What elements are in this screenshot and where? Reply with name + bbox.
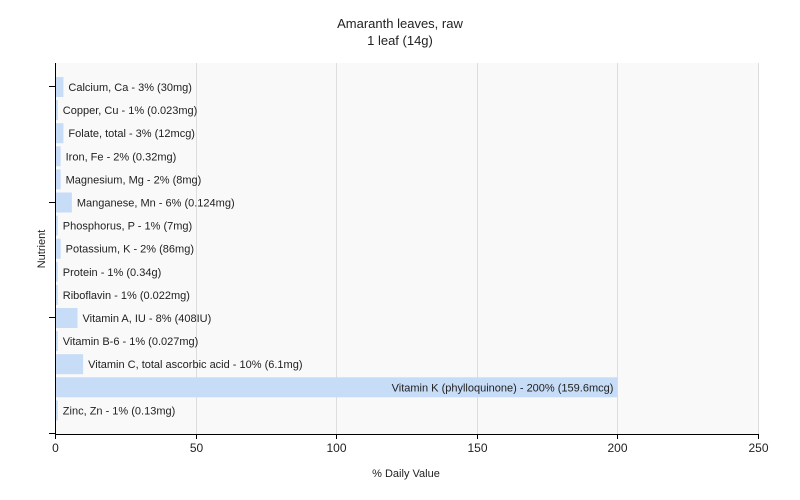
bar <box>56 77 64 97</box>
bar <box>56 238 61 259</box>
axes: 0 50 100 150 200 250 <box>49 63 769 455</box>
x-axis-label: % Daily Value <box>372 468 440 480</box>
x-tick-label: 100 <box>326 441 346 455</box>
plot-area <box>55 63 758 434</box>
bar-label: Calcium, Ca - 3% (30mg) <box>68 82 191 94</box>
bar <box>56 215 58 236</box>
bar <box>56 100 58 121</box>
bar <box>56 192 72 213</box>
bar-label: Vitamin C, total ascorbic acid - 10% (6.… <box>88 359 302 371</box>
bars: Calcium, Ca - 3% (30mg) Copper, Cu - 1% (… <box>56 77 618 421</box>
bar <box>56 308 78 328</box>
bar <box>56 261 58 282</box>
bar-label: Zinc, Zn - 1% (0.13mg) <box>63 405 175 417</box>
bar <box>56 123 64 144</box>
chart-subtitle: 1 leaf (14g) <box>367 33 433 48</box>
bar-label: Vitamin A, IU - 8% (408IU) <box>82 313 211 325</box>
x-tick-label: 50 <box>190 441 204 455</box>
bar-label: Manganese, Mn - 6% (0.124mg) <box>77 198 235 210</box>
bar-label: Folate, total - 3% (12mcg) <box>68 128 195 140</box>
x-tick-label: 200 <box>607 441 627 455</box>
bar-label: Potassium, K - 2% (86mg) <box>66 244 194 256</box>
bar-label: Riboflavin - 1% (0.022mg) <box>63 290 190 302</box>
x-tick-label: 150 <box>467 441 487 455</box>
bar-label: Copper, Cu - 1% (0.023mg) <box>63 105 198 117</box>
chart-title: Amaranth leaves, raw <box>337 16 463 31</box>
x-tick-label: 0 <box>52 441 59 455</box>
bar-label: Magnesium, Mg - 2% (8mg) <box>66 174 202 186</box>
bar-label: Protein - 1% (0.34g) <box>63 267 161 279</box>
bar <box>56 146 61 167</box>
bar <box>56 284 58 305</box>
bar <box>56 331 58 352</box>
bar-label: Iron, Fe - 2% (0.32mg) <box>66 151 177 163</box>
bar <box>56 400 58 421</box>
bar-label: Phosphorus, P - 1% (7mg) <box>63 221 192 233</box>
y-axis-label: Nutrient <box>36 230 48 269</box>
bar <box>56 377 618 398</box>
bar-label: Vitamin B-6 - 1% (0.027mg) <box>63 336 199 348</box>
bar <box>56 169 61 190</box>
x-tick-label: 250 <box>748 441 768 455</box>
bar <box>56 354 84 375</box>
gridlines <box>196 63 759 434</box>
bar-label: Vitamin K (phylloquinone) - 200% (159.6m… <box>392 382 614 394</box>
